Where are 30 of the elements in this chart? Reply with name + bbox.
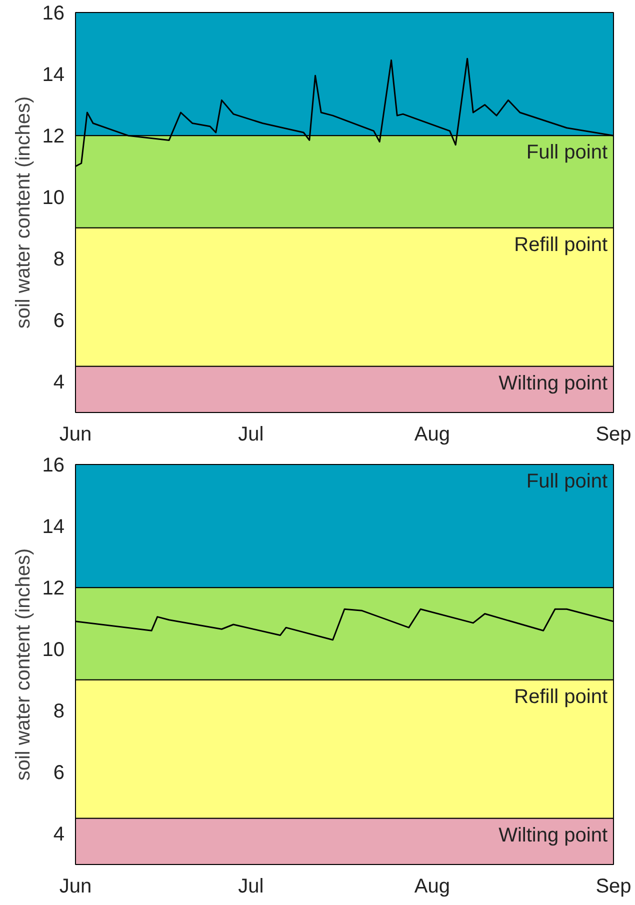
y-tick-label: 12 [42, 578, 65, 600]
band-label: Wilting point [498, 824, 608, 846]
band-label: Full point [526, 470, 608, 492]
band-label: Full point [526, 142, 608, 164]
x-tick-label: Aug [414, 876, 450, 898]
y-tick-label: 10 [42, 187, 65, 210]
y-tick-label: 4 [53, 372, 64, 394]
y-tick-label: 6 [53, 310, 64, 332]
x-tick-label: Jul [238, 424, 264, 446]
band-label: Refill point [514, 686, 608, 708]
y-tick-label: 8 [53, 700, 64, 723]
y-tick-label: 8 [53, 248, 64, 271]
y-tick-label: 14 [42, 64, 65, 86]
y-axis-title: soil water content (inches) [12, 548, 34, 781]
x-tick-label: Aug [414, 424, 450, 446]
y-tick-label: 10 [42, 639, 65, 662]
x-tick-label: Jun [59, 876, 92, 898]
y-tick-label: 14 [42, 516, 65, 538]
y-axis-title: soil water content (inches) [12, 96, 34, 329]
y-tick-label: 16 [42, 454, 65, 476]
x-tick-label: Jun [59, 424, 92, 446]
y-tick-label: 16 [42, 2, 65, 24]
y-tick-label: 4 [53, 824, 64, 846]
x-tick-label: Sep [596, 424, 632, 446]
x-tick-label: Jul [238, 876, 264, 898]
y-tick-label: 12 [42, 126, 65, 148]
y-tick-label: 6 [53, 762, 64, 784]
x-tick-label: Sep [596, 876, 632, 898]
band-label: Refill point [514, 234, 608, 256]
band-label: Wilting point [498, 372, 608, 394]
